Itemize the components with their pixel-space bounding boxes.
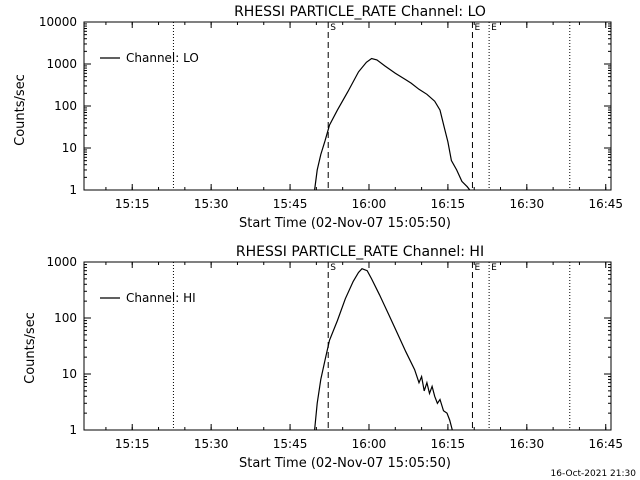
panel-lo: RHESSI PARTICLE_RATE Channel: LO Start T…	[13, 4, 623, 231]
y-tick-label: 100	[54, 311, 77, 325]
plot-frame-lo	[83, 21, 612, 191]
x-tick-label: 16:45	[588, 197, 623, 211]
marker-s-label: S	[330, 23, 336, 33]
footer-timestamp: 16-Oct-2021 21:30	[551, 469, 637, 479]
chart-title-lo: RHESSI PARTICLE_RATE Channel: LO	[234, 4, 486, 20]
marker-e-label: E	[474, 263, 480, 273]
x-tick-label: 15:45	[273, 197, 308, 211]
x-tick-label: 16:00	[352, 437, 387, 451]
dotted-line-label: E	[491, 23, 497, 33]
legend-label: Channel: LO	[126, 51, 199, 65]
y-tick-label: 10000	[39, 15, 77, 29]
x-tick-label: 16:15	[431, 437, 466, 451]
plot-frame-hi	[83, 261, 612, 431]
panel-hi: RHESSI PARTICLE_RATE Channel: HI Start T…	[23, 244, 623, 471]
x-tick-label: 16:00	[352, 197, 387, 211]
y-axis-label-hi: Counts/sec	[23, 312, 38, 384]
x-tick-label: 16:45	[588, 437, 623, 451]
legend-label: Channel: HI	[126, 291, 196, 305]
x-tick-label: 15:15	[115, 437, 150, 451]
x-axis-label-hi: Start Time (02-Nov-07 15:05:50)	[239, 456, 451, 471]
x-tick-label: 16:30	[510, 197, 545, 211]
series-line-lo	[314, 57, 471, 191]
y-tick-label: 1	[69, 423, 77, 437]
plot-area-lo: 15:15 15:30 15:45 16:00 16:15 16:30 16:45 1 10 10…	[39, 15, 623, 211]
plot-area-hi: 15:15 15:30 15:45 16:00 16:15 16:30 16:45 1 10 10…	[46, 255, 623, 451]
y-tick-label: 10	[62, 141, 77, 155]
x-tick-label: 16:30	[510, 437, 545, 451]
series-line-hi	[314, 267, 453, 431]
marker-s-label: S	[330, 263, 336, 273]
x-tick-label: 15:30	[194, 437, 229, 451]
x-tick-label: 16:15	[431, 197, 466, 211]
x-tick-label: 15:30	[194, 197, 229, 211]
y-tick-label: 100	[54, 99, 77, 113]
y-tick-label: 10	[62, 367, 77, 381]
x-tick-label: 15:45	[273, 437, 308, 451]
y-tick-label: 1	[69, 183, 77, 197]
chart-title-hi: RHESSI PARTICLE_RATE Channel: HI	[236, 244, 484, 260]
x-axis-label-lo: Start Time (02-Nov-07 15:05:50)	[239, 216, 451, 231]
y-axis-label-lo: Counts/sec	[13, 74, 28, 146]
y-tick-label: 1000	[46, 255, 77, 269]
x-tick-label: 15:15	[115, 197, 150, 211]
marker-e-label: E	[474, 23, 480, 33]
dotted-line-label: E	[491, 263, 497, 273]
y-tick-label: 1000	[46, 57, 77, 71]
